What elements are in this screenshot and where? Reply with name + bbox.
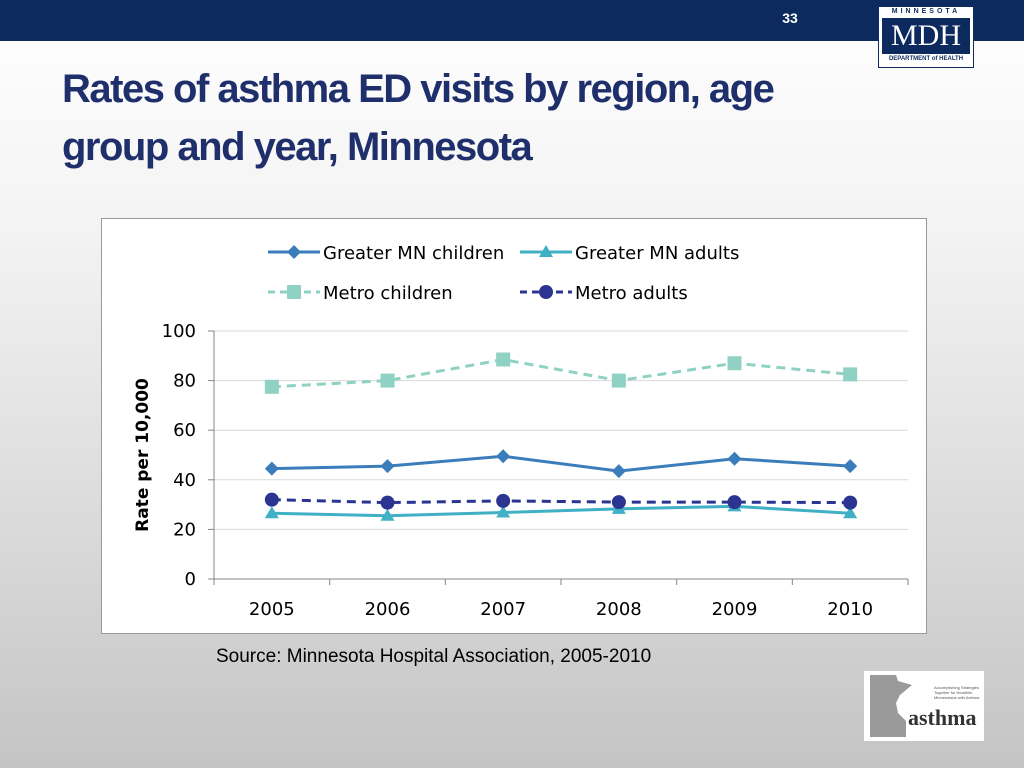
minnesota-map-icon (870, 675, 912, 737)
data-point (496, 505, 511, 518)
data-point (380, 495, 395, 510)
x-tick-label: 2006 (365, 599, 411, 620)
chart-container: 0 20 40 60 80 100 2005 2006 2007 2008 2009 2010 Rate… (101, 218, 927, 634)
x-tick-label: 2005 (249, 599, 295, 620)
data-point (264, 379, 279, 394)
data-point (264, 506, 279, 519)
y-tick-label: 100 (162, 321, 196, 342)
mdh-logo: MINNESOTA MDH DEPARTMENT of HEALTH (878, 6, 974, 68)
data-point (496, 449, 511, 464)
series-line (271, 498, 851, 505)
source-note: Source: Minnesota Hospital Association, … (216, 646, 652, 667)
legend-marker (539, 245, 553, 257)
mdh-logo-bottom-text: DEPARTMENT of HEALTH (888, 56, 964, 62)
data-point (611, 495, 626, 510)
y-tick-label: 0 (185, 569, 196, 590)
data-point (380, 508, 395, 521)
data-point (496, 493, 511, 508)
data-point (611, 464, 626, 479)
series-line (271, 504, 851, 518)
data-point (727, 451, 742, 466)
x-tick-label: 2009 (712, 599, 758, 620)
data-point (843, 459, 858, 474)
mdh-logo-mark: MDH (882, 18, 970, 54)
legend-label: Greater MN adults (575, 243, 739, 264)
data-point (727, 356, 742, 371)
x-tick-label: 2010 (827, 599, 873, 620)
data-point (264, 492, 279, 507)
y-tick-label: 20 (173, 519, 196, 540)
data-point (611, 373, 626, 388)
y-tick-label: 80 (173, 371, 196, 392)
asthma-logo-word: asthma (908, 705, 977, 730)
slide-title: Rates of asthma ED visits by region, age… (62, 67, 775, 169)
data-point (843, 367, 858, 382)
legend-marker (287, 245, 301, 259)
line-chart: 0 20 40 60 80 100 2005 2006 2007 2008 2009 2010 Rate… (133, 243, 909, 620)
series-line (271, 357, 851, 389)
asthma-logo: asthma Accomplishing Strategies Together… (864, 671, 984, 741)
y-axis-title: Rate per 10,000 (133, 378, 153, 532)
data-point (727, 495, 742, 510)
legend-label: Greater MN children (323, 243, 504, 264)
mdh-logo-top-text: MINNESOTA (891, 8, 961, 15)
data-point (380, 373, 395, 388)
legend-marker (287, 285, 301, 299)
data-point (264, 461, 279, 476)
legend-label: Metro adults (575, 283, 688, 304)
x-tick-label: 2008 (596, 599, 642, 620)
y-tick-label: 60 (173, 420, 196, 441)
top-banner (0, 0, 1024, 41)
y-tick-label: 40 (173, 470, 196, 491)
legend-label: Metro children (323, 283, 453, 304)
data-point (496, 352, 511, 367)
data-point (843, 506, 858, 519)
asthma-logo-tagline: Accomplishing Strategies Together for He… (934, 685, 980, 700)
legend-marker (539, 285, 553, 299)
series-line (271, 454, 851, 473)
slide-number: 33 (782, 10, 798, 26)
data-point (843, 495, 858, 510)
data-point (380, 459, 395, 474)
x-tick-label: 2007 (480, 599, 526, 620)
